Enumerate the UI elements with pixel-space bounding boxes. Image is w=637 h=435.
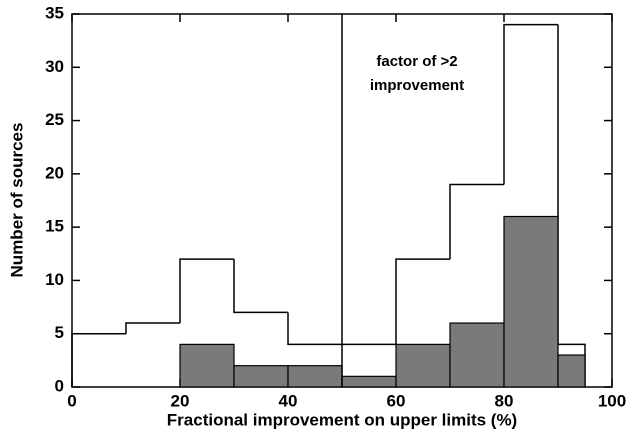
histogram-bar: [449, 322, 505, 388]
x-tick-label: 20: [171, 391, 190, 410]
histogram-step: [503, 23, 558, 185]
x-tick-label: 60: [387, 391, 406, 410]
histogram-bar: [287, 365, 343, 388]
histogram-bar: [503, 215, 559, 388]
y-tick-label: 0: [55, 376, 64, 395]
annotation: improvement: [370, 77, 464, 94]
histogram-bar: [233, 365, 289, 388]
y-axis-title: Number of sources: [7, 123, 26, 278]
histogram-step: [395, 258, 450, 345]
histogram-step: [287, 312, 342, 346]
x-tick-label: 100: [598, 391, 626, 410]
y-tick-label: 35: [45, 3, 64, 22]
x-tick-label: 80: [495, 391, 514, 410]
histogram-step: [125, 322, 180, 334]
histogram-bar: [557, 354, 586, 388]
histogram-step: [71, 332, 126, 387]
x-tick-label: 40: [279, 391, 298, 410]
y-tick-label: 10: [45, 270, 64, 289]
y-tick-label: 30: [45, 57, 64, 76]
x-axis-title: Fractional improvement on upper limits (…: [167, 410, 517, 429]
histogram-bar: [179, 343, 235, 388]
y-tick-label: 25: [45, 110, 64, 129]
histogram-step: [179, 258, 234, 324]
histogram-step: [557, 24, 586, 387]
histogram-bar: [341, 375, 397, 388]
y-tick-label: 20: [45, 163, 64, 182]
y-tick-label: 5: [55, 323, 64, 342]
y-tick-label: 15: [45, 217, 64, 236]
annotation: factor of >2: [376, 53, 457, 70]
histogram-step: [449, 183, 504, 260]
histogram-bar: [395, 343, 451, 388]
x-tick-label: 0: [67, 391, 76, 410]
histogram-step: [233, 259, 288, 314]
